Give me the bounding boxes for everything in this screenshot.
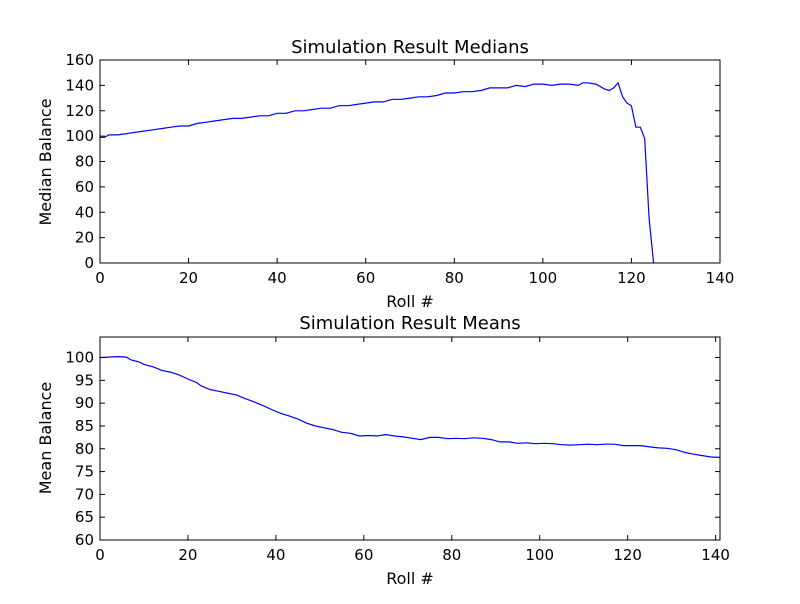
y-tick-label: 140 xyxy=(65,76,94,94)
series-line xyxy=(99,355,721,458)
x-tick-label: 40 xyxy=(266,546,285,564)
y-tick-label: 40 xyxy=(75,203,94,221)
y-tick-label: 75 xyxy=(75,463,94,481)
chart-title: Simulation Result Medians xyxy=(291,37,529,58)
x-tick-label: 60 xyxy=(354,546,373,564)
y-tick-label: 120 xyxy=(65,102,94,120)
y-axis-label: Median Balance xyxy=(36,98,55,225)
y-tick-label: 95 xyxy=(75,371,94,389)
series-line xyxy=(100,81,655,264)
y-tick-label: 20 xyxy=(75,229,94,247)
y-tick-label: 100 xyxy=(65,127,94,145)
medians-chart: Simulation Result Medians Roll # Median … xyxy=(36,37,734,311)
x-tick-label: 40 xyxy=(268,269,287,287)
x-tick-label: 100 xyxy=(529,269,558,287)
x-axis-label: Roll # xyxy=(386,569,434,588)
x-tick-label: 120 xyxy=(617,269,646,287)
y-tick-label: 80 xyxy=(75,440,94,458)
x-tick-label: 140 xyxy=(701,546,730,564)
y-tick-label: 0 xyxy=(84,254,94,272)
y-tick-label: 160 xyxy=(65,51,94,69)
y-tick-label: 65 xyxy=(75,508,94,526)
x-tick-label: 0 xyxy=(95,546,105,564)
y-tick-label: 90 xyxy=(75,394,94,412)
y-tick-label: 80 xyxy=(75,153,94,171)
x-tick-label: 60 xyxy=(356,269,375,287)
x-tick-label: 0 xyxy=(95,269,105,287)
means-chart: Simulation Result Means Roll # Mean Bala… xyxy=(36,313,730,588)
y-tick-label: 100 xyxy=(65,349,94,367)
y-tick-label: 70 xyxy=(75,485,94,503)
x-tick-label: 20 xyxy=(179,269,198,287)
x-axis-label: Roll # xyxy=(386,292,434,311)
y-tick-label: 60 xyxy=(75,531,94,549)
axes-frame xyxy=(99,59,721,264)
y-tick-label: 85 xyxy=(75,417,94,435)
axes-frame xyxy=(99,336,721,541)
chart-title: Simulation Result Means xyxy=(299,313,520,334)
x-tick-label: 120 xyxy=(613,546,642,564)
y-axis-label: Mean Balance xyxy=(36,382,55,495)
x-tick-label: 140 xyxy=(706,269,735,287)
y-tick-label: 60 xyxy=(75,178,94,196)
x-tick-label: 80 xyxy=(442,546,461,564)
x-tick-label: 20 xyxy=(178,546,197,564)
x-tick-label: 100 xyxy=(525,546,554,564)
x-tick-label: 80 xyxy=(445,269,464,287)
